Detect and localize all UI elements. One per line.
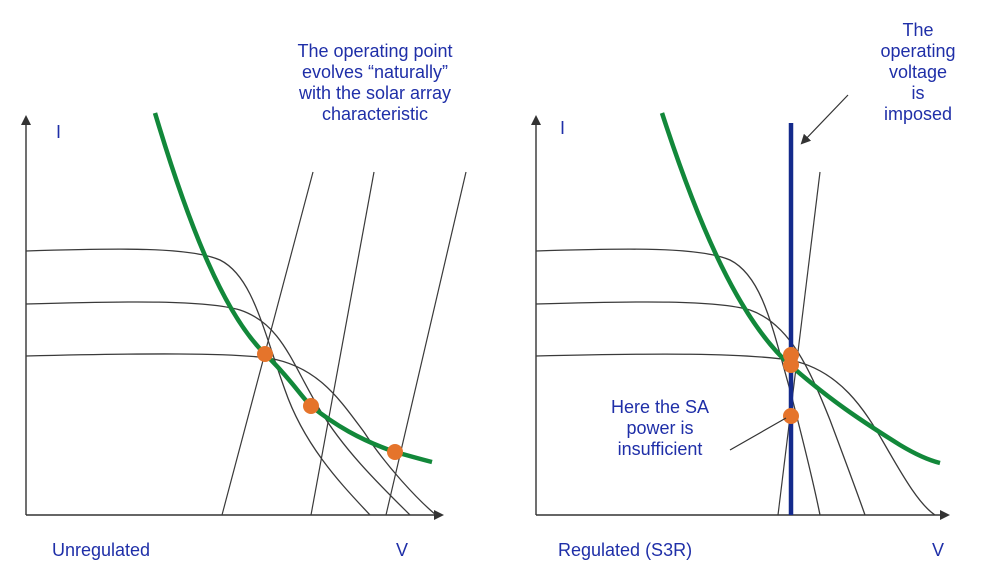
right-iv-curve-low [535,353,936,516]
left-annotation-line-3: with the solar array [298,83,452,103]
imposed-voltage-annotation: The operating voltage is imposed [879,20,958,125]
left-panel [21,112,467,520]
insufficient-power-annotation: Here the SA power is insufficient [611,397,709,460]
right-y-axis-label: I [560,118,566,138]
right-panel [531,94,950,520]
left-iv-curve-mid [25,301,411,516]
left-operating-point-2 [303,398,319,414]
imposed-voltage-line-3: is imposed [883,83,953,124]
left-annotation: The operating point evolves “naturally” … [297,41,452,125]
insufficient-power-pointer-line [729,417,787,451]
left-annotation-line-2: evolves “naturally” [301,62,449,82]
right-iv-curve-high [535,248,821,516]
left-iv-curve-low [25,353,437,516]
right-operating-point-2 [783,357,799,373]
left-load-line-2 [310,171,375,516]
imposed-voltage-pointer-arrow [800,94,849,145]
left-load-line-3 [385,171,467,516]
right-iv-curve-mid [535,301,866,516]
insufficient-power-line-2: power is [626,418,694,438]
right-x-axis-label: V [932,540,945,560]
left-iv-curve-high [25,248,371,516]
imposed-voltage-line-1: The operating [880,20,956,61]
insufficient-power-line-3: insufficient [617,439,703,459]
right-operating-point-3 [783,408,799,424]
left-operating-point-1 [257,346,273,362]
right-panel-caption: Regulated (S3R) [558,540,693,560]
right-load-characteristic-curve [659,112,941,466]
right-load-line-1 [777,171,821,516]
insufficient-power-line-1: Here the SA [610,397,710,417]
left-operating-point-3 [387,444,403,460]
left-y-axis-label: I [56,122,62,142]
left-x-axis-label: V [396,540,409,560]
left-annotation-line-4: characteristic [321,104,429,124]
imposed-voltage-line-2: voltage [888,62,948,82]
left-panel-caption: Unregulated [52,540,151,560]
left-annotation-line-1: The operating point [297,41,453,61]
left-load-line-1 [221,171,314,516]
